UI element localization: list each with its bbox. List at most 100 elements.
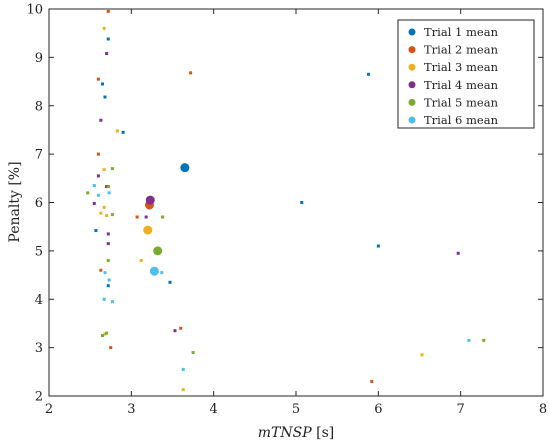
data-point-2-5 [135,215,139,219]
data-point-3-3 [102,168,106,172]
y-tick-label: 10 [26,3,43,18]
y-tick-label: 5 [35,244,43,259]
x-tick-label: 5 [292,402,300,417]
data-point-5-2 [106,185,110,189]
y-tick-label: 8 [35,99,43,114]
data-point-1-10 [106,284,110,288]
data-point-5-4 [110,213,114,217]
data-point-3-6 [105,214,109,218]
data-point-6-8 [160,271,164,275]
x-tick-label: 8 [539,402,547,417]
data-point-6-2 [96,193,100,197]
x-tick-label: 6 [374,402,382,417]
data-point-5-10 [101,334,105,338]
legend-label-4: Trial 4 mean [424,78,499,92]
data-point-2-4 [96,152,100,156]
data-point-1-7 [376,244,380,248]
data-point-3-8 [103,332,107,336]
data-point-4-9 [456,251,460,255]
y-tick-label: 4 [35,293,43,308]
data-point-5-7 [105,331,109,335]
y-tick-label: 6 [35,196,43,211]
x-axis-label: mTNSP [s] [258,425,334,441]
data-point-4-8 [173,329,177,333]
legend: Trial 1 mean Trial 2 mean Trial 3 mean Tria… [397,19,535,129]
x-tick-label: 3 [127,402,135,417]
data-point-3-10 [181,388,185,392]
mean-marker-3 [143,225,153,235]
legend-marker-3 [408,63,416,71]
mean-marker-1 [180,163,190,173]
points-layer [86,9,486,392]
data-point-5-8 [191,350,195,354]
data-point-5-3 [86,191,90,195]
data-point-2-6 [99,268,103,272]
data-point-3-2 [115,129,119,133]
data-point-6-4 [103,271,107,275]
x-tick-label: 2 [45,402,53,417]
data-point-6-9 [181,367,185,371]
data-point-1-2 [101,82,105,86]
data-point-6-1 [92,184,96,188]
data-point-4-3 [96,174,100,178]
y-tick-label: 7 [35,148,43,163]
legend-marker-1 [408,28,416,36]
data-point-4-7 [106,242,110,246]
data-point-1-1 [106,37,110,41]
data-point-6-10 [467,338,471,342]
legend-label-3: Trial 3 mean [424,60,499,74]
y-tick-label: 2 [35,390,43,405]
data-point-1-8 [94,229,98,233]
data-point-1-6 [300,201,304,204]
data-point-6-7 [110,300,114,304]
data-point-4-6 [106,232,110,236]
data-point-4-10 [105,185,109,189]
legend-marker-6 [408,116,416,124]
data-point-4-5 [144,215,148,219]
y-tick-label: 3 [35,341,43,356]
data-point-1-9 [168,280,172,284]
data-point-5-9 [482,338,486,342]
data-point-6-3 [107,191,111,195]
data-point-1-4 [121,130,125,134]
data-point-3-1 [102,26,106,30]
mean-marker-6 [149,266,159,276]
y-tick-label: 9 [35,51,43,66]
data-point-3-5 [99,211,103,215]
data-point-4-4 [92,201,96,205]
mean-marker-4 [145,195,155,205]
data-point-6-5 [107,278,111,282]
legend-marker-2 [408,46,416,54]
x-tick-label: 7 [457,402,465,417]
data-point-3-7 [139,259,143,263]
legend-marker-4 [408,81,416,89]
legend-label-1: Trial 1 mean [424,25,499,39]
data-point-5-5 [161,215,165,219]
data-point-5-6 [106,259,110,263]
data-point-6-6 [102,297,106,301]
legend-label-2: Trial 2 mean [424,43,499,57]
legend-box [397,19,535,129]
data-point-2-2 [96,77,100,81]
means-layer [143,163,190,276]
data-point-4-2 [99,118,103,122]
legend-label-5: Trial 5 mean [424,95,499,109]
data-point-2-3 [189,71,193,75]
data-point-5-1 [110,167,114,171]
data-point-2-1 [106,9,110,13]
data-point-2-9 [370,379,374,383]
data-point-2-7 [179,326,183,330]
data-point-3-9 [420,353,424,357]
data-point-1-5 [366,72,370,76]
legend-marker-5 [408,98,416,106]
ticks-layer: 2 3 4 5 6 7 8 2 3 4 5 6 7 8 9 10 [26,3,547,418]
data-point-3-4 [102,205,106,209]
data-point-1-3 [103,95,107,99]
data-point-4-1 [105,52,109,56]
mean-marker-5 [153,246,163,256]
legend-label-6: Trial 6 mean [424,113,499,127]
x-tick-label: 4 [210,402,218,417]
y-axis-label: Penalty [%] [7,161,23,242]
data-point-2-8 [109,346,113,350]
